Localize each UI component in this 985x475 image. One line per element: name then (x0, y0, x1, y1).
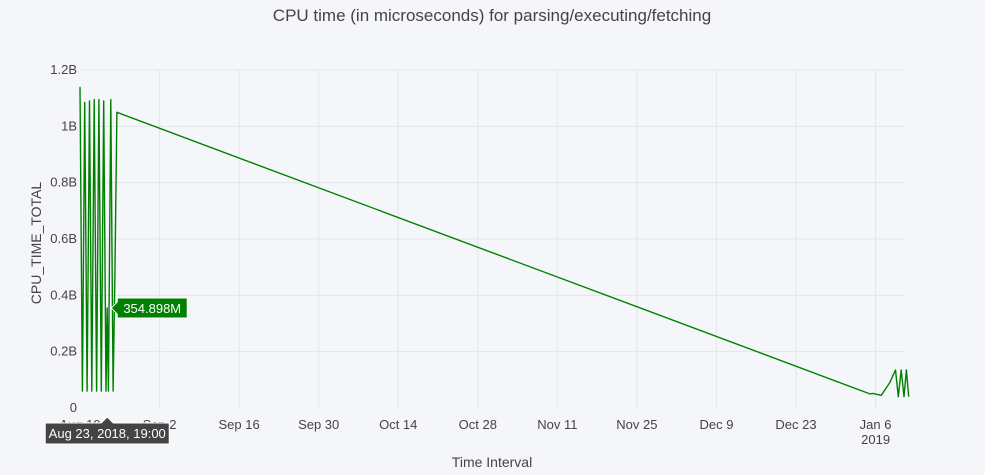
hover-y-label: 354.898M (123, 301, 181, 316)
x-tick-label: Sep 30 (298, 417, 339, 432)
x-tick-label: Nov 25 (616, 417, 657, 432)
y-gridlines (80, 69, 904, 353)
x-tick-label: Dec 23 (775, 417, 816, 432)
x-tick-label: Oct 14 (379, 417, 417, 432)
x-tick-label: Jan 6 (860, 417, 892, 432)
y-axis: 0 0.2B 0.4B 0.6B 0.8B 1B 1.2B (50, 62, 77, 415)
x-tick-label: Dec 9 (699, 417, 733, 432)
series-group (79, 86, 910, 398)
hover-y-label-box (110, 297, 188, 319)
x-gridlines (159, 70, 877, 408)
chart-title: CPU time (in microseconds) for parsing/e… (273, 6, 711, 25)
y-tick-label: 0.8B (50, 175, 77, 190)
hover-x-label: Aug 23, 2018, 19:00 (49, 426, 166, 441)
y-axis-title: CPU_TIME_TOTAL (28, 182, 44, 305)
series-line[interactable] (79, 86, 910, 398)
x-tick-label: Nov 11 (537, 417, 577, 432)
y-tick-label: 1B (61, 118, 77, 133)
y-tick-label: 1.2B (50, 62, 77, 77)
x-tick-sublabel: 2019 (861, 432, 890, 447)
y-tick-label: 0.6B (50, 231, 77, 246)
hover-tooltip: 354.898M Aug 23, 2018, 19:00 (44, 297, 188, 445)
y-tick-label: 0.4B (50, 287, 77, 302)
x-axis-title: Time Interval (452, 454, 532, 470)
y-tick-label: 0 (70, 400, 77, 415)
x-tick-label: Oct 28 (459, 417, 497, 432)
y-tick-label: 0.2B (50, 344, 77, 359)
hover-x-label-box (44, 416, 170, 445)
x-tick-label: Sep 16 (219, 417, 260, 432)
